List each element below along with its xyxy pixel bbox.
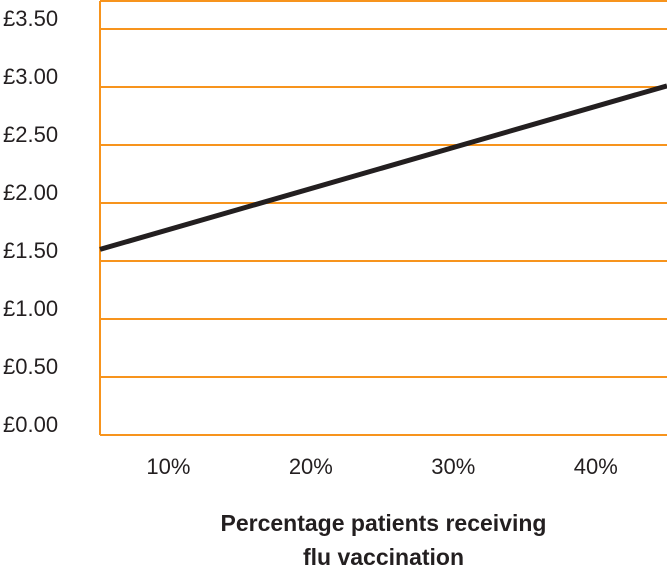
- x-tick-label: 30%: [431, 454, 475, 479]
- y-tick-label: £0.50: [3, 354, 58, 379]
- y-tick-label: £1.00: [3, 296, 58, 321]
- x-tick-labels: 10% 20% 30% 40%: [146, 454, 617, 479]
- x-axis-title: Percentage patients receiving flu vaccin…: [100, 506, 667, 574]
- y-tick-label: £3.50: [3, 6, 58, 31]
- x-tick-label: 10%: [146, 454, 190, 479]
- y-tick-label: £2.00: [3, 180, 58, 205]
- line-chart: £0.00 £0.50 £1.00 £1.50 £2.00 £2.50 £3.00 £3.50…: [3, 0, 667, 479]
- series-layer: [99, 83, 667, 252]
- x-tick-label: 40%: [574, 454, 618, 479]
- y-tick-label: £3.00: [3, 64, 58, 89]
- grid-lines: [100, 0, 667, 436]
- y-tick-label: £1.50: [3, 238, 58, 263]
- y-tick-label: £0.00: [3, 412, 58, 437]
- series-line-0: [99, 83, 667, 252]
- x-tick-label: 20%: [289, 454, 333, 479]
- y-tick-labels: £0.00 £0.50 £1.00 £1.50 £2.00 £2.50 £3.00 £3.50: [3, 6, 58, 437]
- x-axis-title-line-1: Percentage patients receiving: [220, 510, 547, 536]
- y-tick-label: £2.50: [3, 122, 58, 147]
- x-axis-title-line-2: flu vaccination: [302, 544, 465, 570]
